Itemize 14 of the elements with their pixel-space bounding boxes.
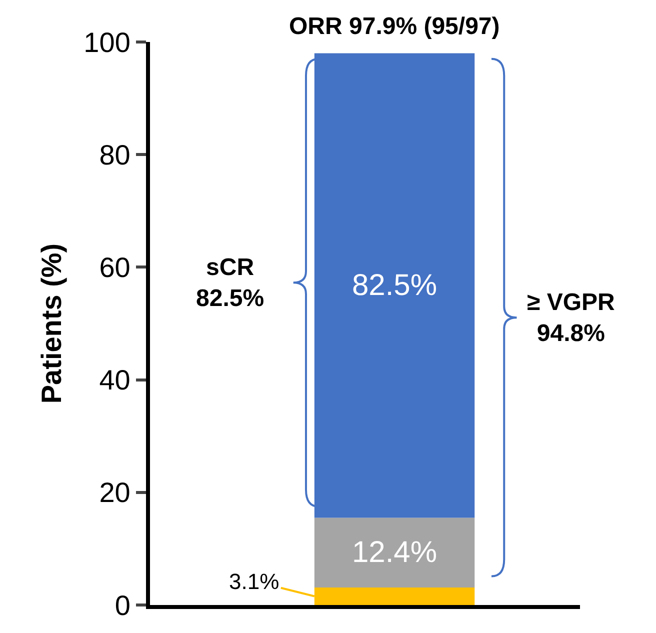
y-tick-label: 60: [99, 252, 130, 283]
data-label: 82.5%: [352, 269, 438, 302]
annotation: ≥ VGPR 94.8%: [527, 289, 615, 348]
y-tick-label: 0: [114, 590, 130, 621]
y-tick-label: 20: [99, 477, 130, 508]
bar: [314, 518, 475, 588]
y-tick-label: 100: [84, 26, 130, 58]
data-label: 12.4%: [352, 536, 438, 570]
chart-title: ORR 97.9% (95/97): [289, 13, 500, 40]
y-tick-label: 40: [99, 364, 130, 396]
y-tick-label: 80: [99, 139, 130, 170]
data-label: 3.1%: [229, 569, 280, 594]
annotation: sCR 82.5%: [196, 254, 264, 312]
y-axis-title: Patients (%): [36, 243, 67, 404]
